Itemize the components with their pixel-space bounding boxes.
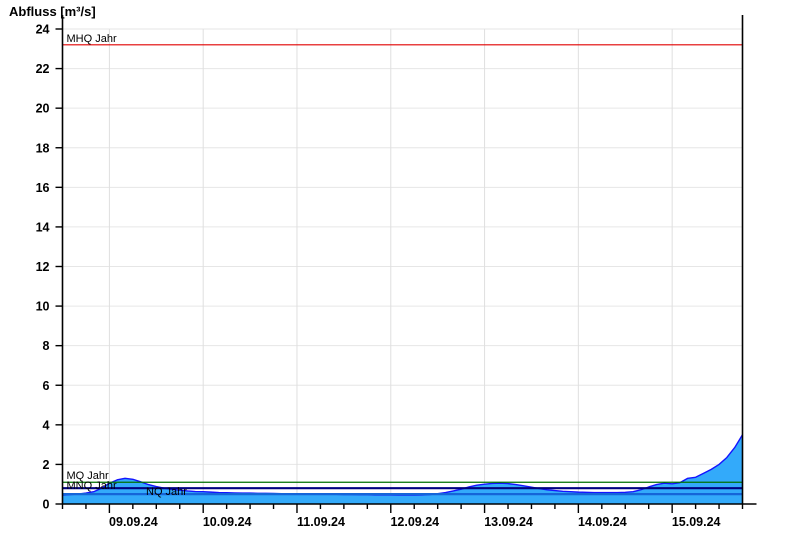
y-tick-label: 24 <box>36 23 50 37</box>
y-tick-label: 6 <box>43 379 50 393</box>
gridlines-group <box>62 28 743 465</box>
axes-group <box>61 15 757 505</box>
y-tick-label: 8 <box>43 339 50 353</box>
reference-lines-group <box>62 44 743 496</box>
reference-label-mhq-jahr: MHQ Jahr <box>67 33 117 45</box>
x-tick-label: 10.09.24 <box>203 515 252 529</box>
y-tick-label: 12 <box>36 260 50 274</box>
y-tick-label: 14 <box>36 220 50 234</box>
y-tick-label: 20 <box>36 102 50 116</box>
y-tick-label: 18 <box>36 141 50 155</box>
reference-label-mnq-jahr: MNQ Jahr <box>67 480 117 492</box>
y-tick-label: 4 <box>43 418 50 432</box>
y-tick-label: 0 <box>43 498 50 512</box>
x-tick-label: 15.09.24 <box>672 515 721 529</box>
chart-title: Abfluss [m³/s] <box>9 4 96 19</box>
reference-label-mq-jahr: MQ Jahr <box>67 470 110 482</box>
y-tick-label: 10 <box>36 300 50 314</box>
x-tick-label: 14.09.24 <box>578 515 627 529</box>
discharge-area <box>62 434 743 504</box>
y-tick-label: 22 <box>36 62 50 76</box>
x-axis-ticks-group: 09.09.24 10.09.24 11.09.24 12.09.24 13.09.24… <box>61 504 744 529</box>
reference-label-nq-jahr: NQ Jahr <box>146 486 187 498</box>
vertical-gridlines-group <box>108 29 673 504</box>
x-tick-label: 13.09.24 <box>484 515 533 529</box>
x-tick-label: 09.09.24 <box>109 515 158 529</box>
x-tick-label: 11.09.24 <box>297 515 345 529</box>
y-tick-label: 2 <box>43 458 50 472</box>
y-tick-label: 16 <box>36 181 50 195</box>
x-tick-label: 12.09.24 <box>390 515 439 529</box>
